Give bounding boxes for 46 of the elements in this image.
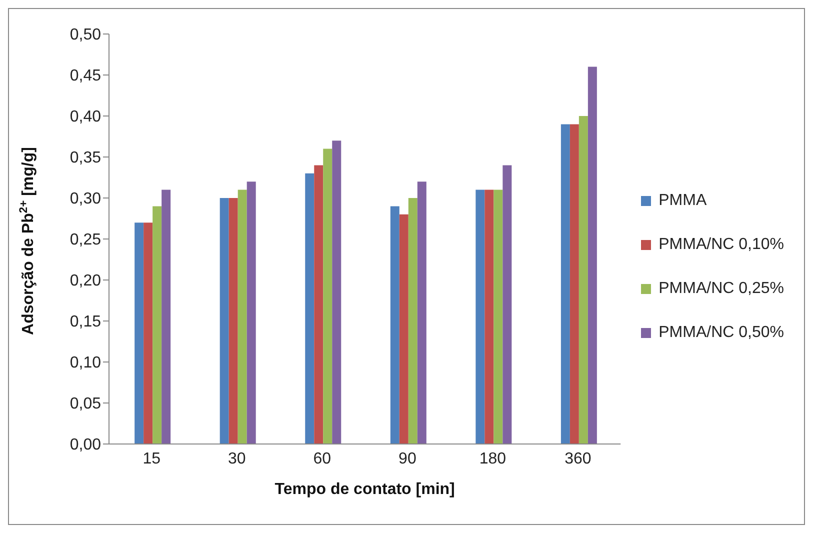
bar — [408, 198, 418, 444]
bar — [332, 140, 342, 444]
legend-label: PMMA/NC 0,10% — [658, 236, 784, 254]
bar — [220, 198, 229, 444]
x-tick-label: 60 — [313, 450, 332, 468]
legend-label: PMMA/NC 0,25% — [658, 280, 784, 298]
bar — [238, 190, 247, 444]
bar — [246, 182, 256, 444]
y-tick-label: 0,20 — [70, 272, 102, 290]
bar — [588, 66, 597, 444]
bar — [399, 214, 408, 444]
bar — [162, 190, 171, 444]
bar — [494, 190, 503, 444]
bar — [502, 165, 512, 444]
bar — [323, 148, 332, 444]
bar — [560, 124, 570, 444]
bar — [152, 206, 162, 444]
y-tick-label: 0,10 — [70, 354, 102, 372]
y-tick-label: 0,45 — [70, 68, 102, 85]
y-tick-label: 0,05 — [70, 396, 102, 413]
y-tick-label: 0,40 — [70, 108, 102, 126]
x-tick-label: 180 — [479, 450, 506, 468]
bar — [390, 206, 400, 444]
x-tick-label: 360 — [564, 450, 592, 468]
bar — [144, 222, 153, 444]
y-tick-label: 0,30 — [70, 190, 102, 208]
bar — [570, 124, 579, 444]
bar — [476, 190, 485, 444]
y-tick-label: 0,50 — [70, 26, 102, 44]
y-tick-label: 0,25 — [70, 232, 102, 249]
legend-label: PMMA/NC 0,50% — [658, 324, 784, 342]
bar — [417, 182, 426, 444]
x-axis-title: Tempo de contato [min] — [274, 481, 455, 498]
legend-label: PMMA — [658, 192, 708, 210]
y-tick-label: 0,35 — [70, 150, 102, 167]
y-tick-label: 0,15 — [70, 314, 102, 331]
bar — [134, 222, 144, 444]
bar — [228, 198, 238, 444]
bar — [314, 165, 324, 444]
bar — [305, 173, 314, 444]
x-tick-label: 30 — [228, 450, 246, 468]
bar — [484, 190, 494, 444]
y-tick-label: 0,00 — [70, 436, 102, 454]
x-tick-label: 90 — [398, 450, 416, 468]
x-tick-label: 15 — [142, 450, 161, 468]
bar — [578, 116, 588, 444]
